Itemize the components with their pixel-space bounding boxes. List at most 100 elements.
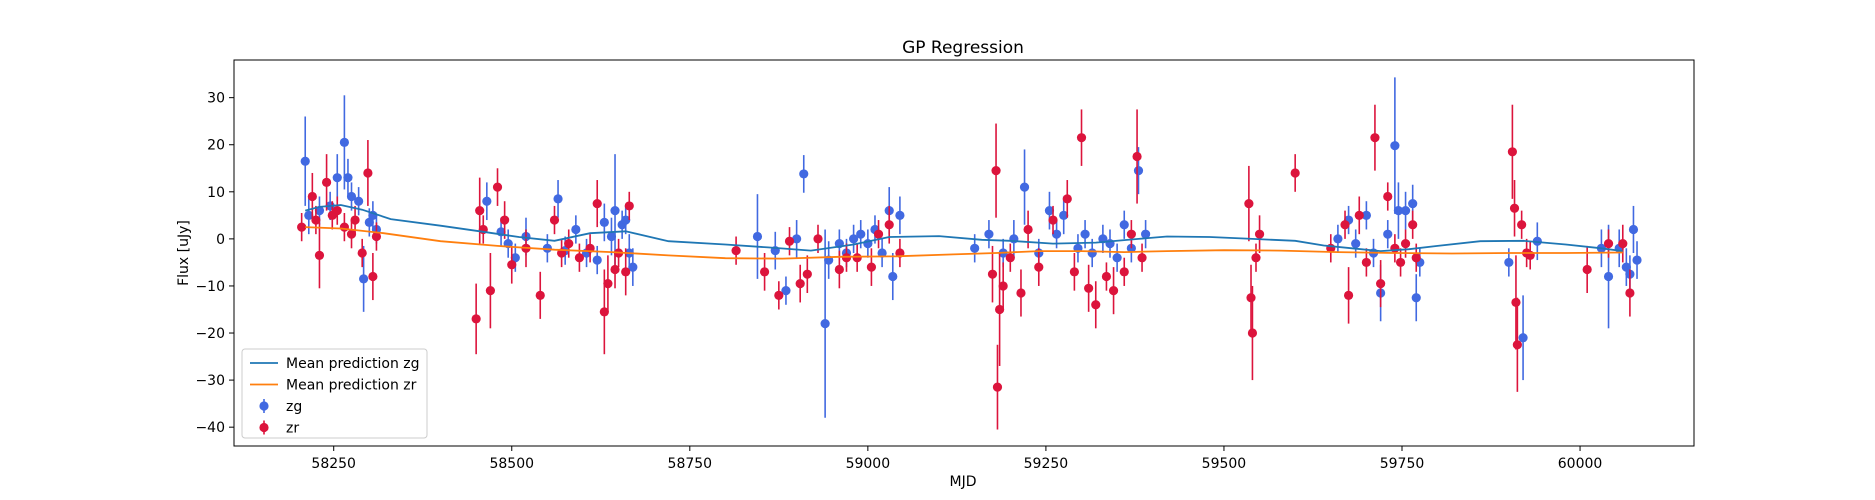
data-point (471, 314, 481, 324)
data-point (500, 215, 510, 225)
y-tick-label: −30 (195, 373, 225, 389)
data-point (343, 173, 353, 183)
data-point (987, 269, 998, 279)
data-point (339, 222, 349, 232)
data-point (1400, 238, 1411, 249)
x-tick-label: 59250 (1024, 456, 1069, 472)
data-point (849, 234, 859, 244)
data-point (1361, 210, 1371, 220)
data-point (621, 215, 631, 225)
data-point (1016, 288, 1026, 298)
data-point (802, 269, 812, 279)
data-point (1059, 210, 1069, 220)
data-point (535, 290, 545, 300)
data-point (1343, 290, 1354, 300)
y-tick-label: −40 (195, 420, 225, 436)
data-point (759, 267, 770, 277)
x-axis-label: MJD (950, 474, 977, 490)
data-point (1080, 229, 1090, 239)
data-point (834, 264, 844, 275)
data-point (1632, 255, 1642, 265)
legend-label: zr (286, 421, 299, 437)
data-point (752, 231, 763, 242)
data-point (314, 250, 325, 260)
data-point (599, 307, 609, 317)
data-point (888, 271, 898, 282)
data-point (1625, 288, 1635, 298)
data-point (564, 238, 574, 249)
data-point (841, 253, 852, 263)
data-point (599, 217, 609, 228)
data-point (603, 278, 613, 289)
data-point (359, 274, 369, 284)
data-point (998, 281, 1008, 291)
data-point (1400, 206, 1411, 216)
data-point (866, 262, 877, 272)
legend-marker-swatch (259, 401, 269, 411)
data-point (510, 253, 520, 263)
line-mean-prediction-zg (304, 204, 1623, 253)
x-axis: 58250 58500 58750 59000 59250 59500 59750 60000 (311, 446, 1602, 472)
data-point (852, 253, 862, 263)
data-point (1509, 203, 1520, 213)
data-point (553, 194, 563, 204)
y-axis: −40 −30 −20 −10 0 10 20 30 (195, 91, 234, 436)
data-point (357, 248, 367, 258)
data-point (346, 229, 357, 239)
data-point (1512, 340, 1522, 350)
data-point (1005, 253, 1015, 263)
data-point (592, 255, 602, 265)
data-point (307, 191, 317, 202)
data-point (856, 229, 866, 239)
data-point (1518, 333, 1528, 343)
x-tick-label: 59000 (846, 456, 891, 472)
data-point (1361, 257, 1371, 268)
data-point (485, 286, 495, 296)
data-point (1119, 220, 1129, 230)
data-point (1383, 229, 1393, 239)
legend-label: zg (286, 399, 302, 415)
data-point (1393, 206, 1404, 216)
x-tick-label: 60000 (1558, 456, 1603, 472)
data-point (991, 166, 1001, 176)
data-point (592, 198, 602, 209)
data-point (1023, 224, 1033, 235)
mean-prediction-lines (304, 204, 1623, 260)
x-tick-label: 59750 (1380, 456, 1425, 472)
data-point (492, 182, 503, 192)
x-tick-label: 58750 (668, 456, 713, 472)
data-point (781, 286, 791, 296)
data-point (1603, 238, 1614, 249)
data-point (1411, 293, 1421, 303)
x-tick-label: 59500 (1202, 456, 1247, 472)
data-point (1126, 229, 1136, 239)
data-point (1051, 229, 1062, 239)
data-point (610, 206, 620, 216)
data-point (363, 168, 373, 178)
data-point (1517, 220, 1527, 230)
data-point (507, 260, 517, 270)
data-point (624, 201, 634, 211)
data-point (300, 156, 310, 166)
data-point (731, 246, 741, 256)
data-point (1119, 267, 1129, 277)
data-point (1112, 253, 1122, 263)
data-point (1108, 286, 1119, 296)
data-point (792, 234, 802, 244)
data-point (992, 382, 1003, 392)
data-point (346, 191, 357, 202)
data-point (1290, 168, 1300, 178)
data-point (1141, 229, 1151, 239)
x-tick-label: 58250 (311, 456, 356, 472)
data-point (1504, 257, 1514, 268)
line-mean-prediction-zr (305, 226, 1623, 260)
data-point (1376, 278, 1386, 289)
data-point (984, 229, 994, 239)
y-tick-label: 20 (207, 138, 225, 154)
data-point (354, 196, 364, 206)
data-point (1034, 262, 1044, 272)
data-point (1132, 151, 1142, 162)
data-point (1246, 293, 1256, 303)
data-point (297, 222, 307, 232)
plot-frame (233, 59, 1695, 447)
